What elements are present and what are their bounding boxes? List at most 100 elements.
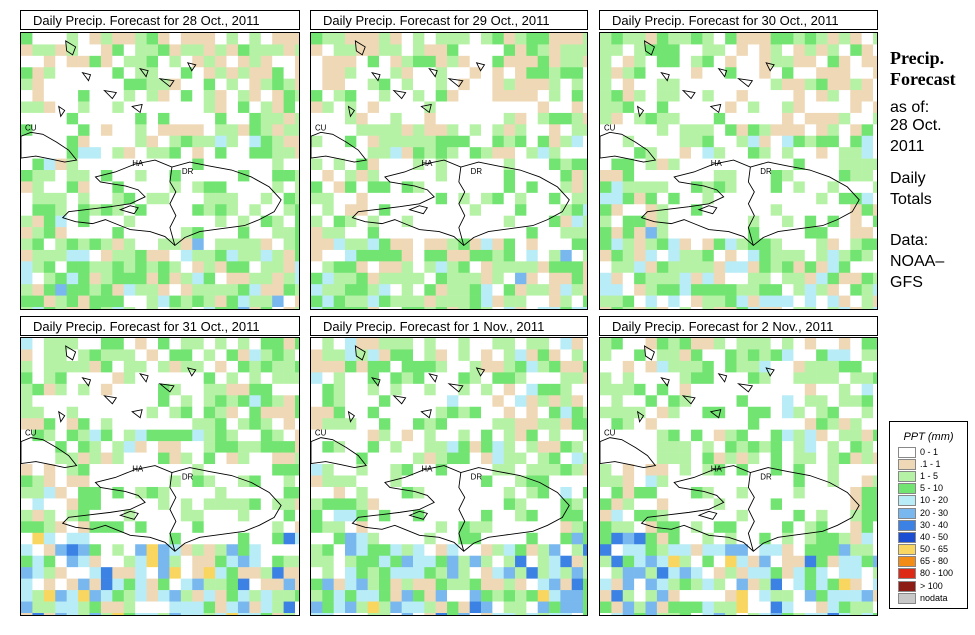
precip-cell <box>827 55 840 68</box>
precip-cell <box>55 181 67 194</box>
precip-cell <box>668 204 680 216</box>
side-heading-line1: Precip. <box>890 48 945 68</box>
precip-cell <box>747 613 760 615</box>
precip-cell <box>469 406 482 419</box>
precip-cell <box>169 590 182 602</box>
island-outline <box>103 89 118 100</box>
precip-cell <box>21 78 33 91</box>
precip-cell <box>367 295 380 308</box>
precip-cell <box>322 158 334 171</box>
precip-cell <box>32 147 45 159</box>
precip-cell <box>861 101 874 114</box>
precip-cell <box>435 238 448 251</box>
precip-cell <box>515 567 527 579</box>
precip-cell <box>571 33 584 45</box>
precip-cell <box>611 215 624 228</box>
precip-cell <box>503 498 516 511</box>
precip-cell <box>112 67 125 79</box>
precip-cell <box>458 349 470 362</box>
precip-cell <box>537 295 550 308</box>
precip-cell <box>333 295 346 308</box>
precip-cell <box>770 272 783 285</box>
precip-cell <box>560 170 573 182</box>
precip-cell <box>622 441 635 453</box>
precip-cell <box>356 204 368 216</box>
precip-cell <box>571 112 584 125</box>
precip-cell <box>112 418 125 430</box>
precip-cell <box>112 613 125 615</box>
legend-swatch <box>898 580 916 592</box>
precip-cell <box>611 429 624 442</box>
precip-cell <box>158 349 170 362</box>
precip-cell <box>100 147 113 159</box>
precip-cell <box>793 613 806 615</box>
precip-cell <box>237 555 250 568</box>
precip-cell <box>713 238 726 251</box>
precip-cell <box>249 578 262 591</box>
precip-cell <box>146 555 159 568</box>
precip-cell <box>702 135 715 148</box>
precip-cell <box>260 613 273 615</box>
precip-cell <box>873 204 877 216</box>
precip-cell <box>260 227 273 239</box>
precip-cell <box>180 360 193 373</box>
precip-cell <box>571 261 584 274</box>
precip-cell <box>793 590 806 602</box>
precip-cell <box>793 249 806 262</box>
precip-cell <box>283 590 296 602</box>
precip-cell <box>571 55 584 68</box>
precip-cell <box>503 601 516 614</box>
precip-cell <box>447 429 459 442</box>
precip-cell <box>158 192 170 205</box>
precip-cell <box>526 360 539 373</box>
precip-cell <box>560 567 573 579</box>
precip-cell <box>78 532 90 545</box>
precip-cell <box>458 295 470 308</box>
precip-cell <box>850 44 862 57</box>
precip-cell <box>390 372 402 385</box>
precip-cell <box>850 101 862 114</box>
precip-cell <box>322 372 334 385</box>
precip-cell <box>782 601 794 614</box>
precip-cell <box>333 452 346 465</box>
precip-cell <box>622 567 635 579</box>
precip-cell <box>32 192 45 205</box>
precip-cell <box>333 567 346 579</box>
precip-cell <box>21 147 33 159</box>
precip-cell <box>295 590 299 602</box>
precip-cell <box>668 498 680 511</box>
precip-cell <box>634 590 646 602</box>
precip-cell <box>401 475 414 488</box>
precip-cell <box>345 544 357 557</box>
precip-cell <box>32 307 45 309</box>
precip-cell <box>435 33 448 45</box>
precip-cell <box>850 192 862 205</box>
precip-cell <box>600 135 612 148</box>
precip-cell <box>679 555 692 568</box>
precip-cell <box>260 590 273 602</box>
precip-cell <box>311 181 323 194</box>
precip-cell <box>622 192 635 205</box>
precip-cell <box>469 486 482 499</box>
precip-cell <box>43 590 56 602</box>
precip-cell <box>560 78 573 91</box>
precip-cell <box>458 601 470 614</box>
precip-cell <box>180 192 193 205</box>
precip-cell <box>793 158 806 171</box>
precip-cell <box>112 601 125 614</box>
precip-cell <box>600 486 612 499</box>
precip-cell <box>458 338 470 350</box>
precip-cell <box>492 67 505 79</box>
precip-cell <box>401 101 414 114</box>
precip-cell <box>66 147 79 159</box>
precip-cell <box>549 147 561 159</box>
precip-cell <box>549 601 561 614</box>
precip-cell <box>747 44 760 57</box>
precip-cell <box>447 338 459 350</box>
precip-cell <box>215 498 227 511</box>
precip-cell <box>873 78 877 91</box>
precip-cell <box>424 67 436 79</box>
precip-cell <box>226 349 239 362</box>
precip-cell <box>135 441 147 453</box>
precip-cell <box>135 418 147 430</box>
